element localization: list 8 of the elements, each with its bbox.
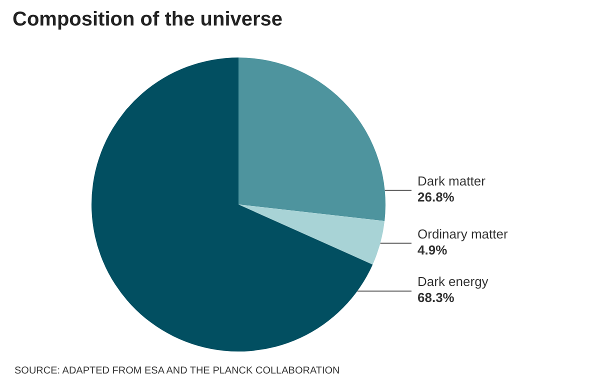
slice-label: Ordinary matter [418, 226, 508, 242]
chart-title: Composition of the universe [12, 8, 283, 30]
slice-label: Dark matter [418, 173, 486, 188]
data-label: 4.9% [418, 242, 448, 258]
data-label: 26.8% [418, 189, 455, 204]
data-label: 68.3% [418, 290, 455, 306]
slice-label: Dark energy [418, 274, 489, 290]
source-note: SOURCE: ADAPTED FROM ESA AND THE PLANCK COLLABORATION [14, 366, 340, 376]
